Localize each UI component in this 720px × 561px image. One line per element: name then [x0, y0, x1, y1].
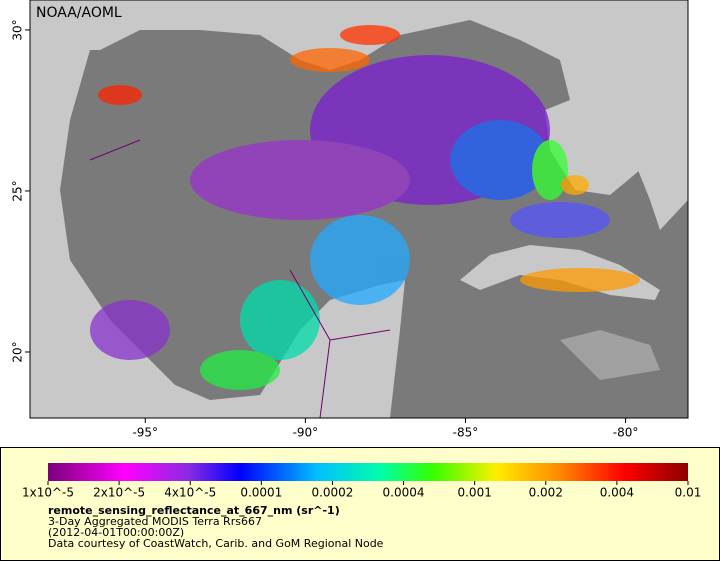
colorbar-tick-label: 2x10^-5 [93, 486, 145, 500]
x-tick-label: -90° [293, 426, 319, 440]
colorbar-tick-label: 4x10^-5 [164, 486, 216, 500]
data-patch [310, 215, 410, 305]
data-patch [532, 140, 568, 200]
legend-title: remote_sensing_reflectance_at_667_nm (sr… [48, 504, 340, 517]
data-patch [190, 140, 410, 220]
map-area [30, 0, 688, 418]
colorbar-tick-label: 0.004 [600, 486, 634, 500]
data-patch [340, 25, 400, 45]
data-patch [510, 202, 610, 238]
colorbar-tick-label: 0.002 [529, 486, 563, 500]
borders [89, 139, 391, 418]
legend-line: Data courtesy of CoastWatch, Carib. and … [48, 537, 384, 550]
colorbar-tick-label: 0.001 [457, 486, 491, 500]
colorbar-tick-label: 1x10^-5 [22, 486, 74, 500]
x-tick-label: -85° [453, 426, 479, 440]
data-patch [561, 175, 589, 195]
y-tick-label: 25° [11, 180, 25, 201]
data-patch [450, 120, 550, 200]
data-patch [290, 48, 370, 72]
colorbar-tick-label: 0.0002 [311, 486, 353, 500]
bahamas-land [630, 130, 688, 230]
data-patch [240, 280, 320, 360]
jamaica-land [560, 330, 660, 380]
colorbar [48, 463, 688, 481]
reflectance-data [90, 25, 640, 390]
colorbar-tick-label: 0.01 [675, 486, 702, 500]
data-patch [520, 268, 640, 292]
data-patch [98, 85, 142, 105]
y-tick-label: 20° [11, 341, 25, 362]
colorbar-tick-label: 0.0001 [240, 486, 282, 500]
credit: NOAA/AOML [36, 5, 122, 21]
colorbar-tick-label: 0.0004 [383, 486, 425, 500]
legend-line: (2012-04-01T00:00:00Z) [48, 526, 184, 539]
x-tick-label: -80° [613, 426, 639, 440]
x-tick-label: -95° [132, 426, 158, 440]
data-patch [200, 350, 280, 390]
y-tick-label: 30° [11, 19, 25, 40]
data-patch [90, 300, 170, 360]
legend-line: 3-Day Aggregated MODIS Terra Rrs667 [48, 515, 262, 528]
map-frame [29, 0, 689, 419]
